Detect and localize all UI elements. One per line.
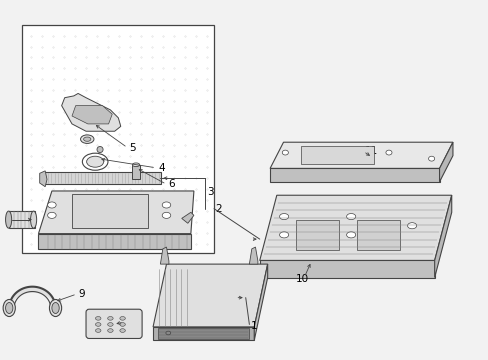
Ellipse shape <box>279 232 288 238</box>
Ellipse shape <box>165 331 170 335</box>
Polygon shape <box>259 260 434 278</box>
Polygon shape <box>39 234 190 249</box>
Bar <box>42 172 161 184</box>
Ellipse shape <box>346 213 355 220</box>
Polygon shape <box>269 168 439 182</box>
Text: 3: 3 <box>206 187 213 197</box>
Ellipse shape <box>120 329 125 332</box>
Ellipse shape <box>3 300 15 316</box>
Ellipse shape <box>83 137 91 141</box>
Text: 5: 5 <box>128 143 135 153</box>
Ellipse shape <box>81 135 94 143</box>
Ellipse shape <box>47 212 56 219</box>
Bar <box>300 147 373 163</box>
Ellipse shape <box>52 302 59 314</box>
Bar <box>132 165 140 179</box>
Ellipse shape <box>95 323 101 326</box>
Ellipse shape <box>427 156 434 161</box>
Ellipse shape <box>120 323 125 326</box>
Ellipse shape <box>107 329 113 332</box>
Ellipse shape <box>5 302 13 314</box>
Ellipse shape <box>120 316 125 320</box>
Ellipse shape <box>95 329 101 332</box>
Bar <box>72 194 148 228</box>
Ellipse shape <box>132 163 140 167</box>
Text: 10: 10 <box>296 274 309 284</box>
Text: 2: 2 <box>215 204 222 213</box>
Ellipse shape <box>279 213 288 220</box>
Text: 11: 11 <box>365 147 378 156</box>
Polygon shape <box>269 142 452 168</box>
Polygon shape <box>72 105 112 124</box>
Polygon shape <box>254 264 267 340</box>
Polygon shape <box>439 142 452 182</box>
Bar <box>9 211 35 228</box>
Text: 4: 4 <box>158 163 164 173</box>
FancyBboxPatch shape <box>86 309 142 338</box>
Ellipse shape <box>5 211 12 228</box>
Polygon shape <box>182 212 194 223</box>
Ellipse shape <box>162 212 170 219</box>
Ellipse shape <box>162 202 170 208</box>
Bar <box>357 220 399 250</box>
Ellipse shape <box>49 300 61 316</box>
Text: 6: 6 <box>168 179 175 189</box>
Polygon shape <box>259 195 451 260</box>
Ellipse shape <box>385 150 391 155</box>
Ellipse shape <box>107 323 113 326</box>
Bar <box>22 24 214 253</box>
Polygon shape <box>160 247 168 264</box>
Ellipse shape <box>407 223 416 229</box>
Polygon shape <box>158 328 249 339</box>
Polygon shape <box>61 94 121 131</box>
Polygon shape <box>153 327 254 340</box>
Ellipse shape <box>282 150 288 155</box>
Polygon shape <box>40 171 47 187</box>
Polygon shape <box>39 191 194 234</box>
Polygon shape <box>434 195 451 278</box>
Ellipse shape <box>107 316 113 320</box>
Ellipse shape <box>47 202 56 208</box>
Text: 8: 8 <box>125 317 132 327</box>
Text: 7: 7 <box>8 218 15 228</box>
Polygon shape <box>249 247 257 264</box>
Ellipse shape <box>86 156 103 167</box>
Text: 9: 9 <box>79 289 85 299</box>
Text: 1: 1 <box>250 321 257 331</box>
Ellipse shape <box>30 211 37 228</box>
Bar <box>296 220 338 250</box>
Ellipse shape <box>82 153 108 170</box>
Ellipse shape <box>97 147 103 153</box>
Ellipse shape <box>95 316 101 320</box>
Ellipse shape <box>346 232 355 238</box>
Polygon shape <box>153 264 267 327</box>
